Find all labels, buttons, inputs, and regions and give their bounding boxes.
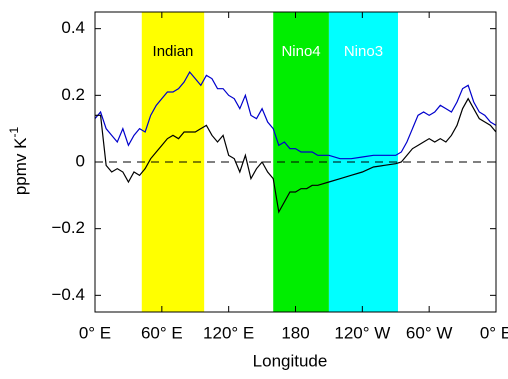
y-tick-label: 0.4 xyxy=(61,18,85,37)
x-tick-label: 0° E xyxy=(79,323,111,342)
y-tick-label: 0 xyxy=(76,151,85,170)
region-label: Nino4 xyxy=(281,43,320,60)
y-tick-label: −0.2 xyxy=(51,218,85,237)
y-tick-label: 0.2 xyxy=(61,85,85,104)
data-line xyxy=(95,97,497,214)
x-tick-label: 60° E xyxy=(141,323,183,342)
x-tick-label: 120° W xyxy=(334,323,390,342)
y-axis-label: ppmv K-1 xyxy=(7,127,30,196)
region-label: Indian xyxy=(153,43,194,60)
region-label: Nino3 xyxy=(344,43,383,60)
y-tick-label: −0.4 xyxy=(51,285,85,304)
y-axis-label-sup: -1 xyxy=(7,127,21,138)
data-line xyxy=(94,70,497,160)
x-tick-label: 180 xyxy=(281,323,309,342)
x-axis-label: Longitude xyxy=(253,351,328,370)
x-tick-label: 120° E xyxy=(203,323,254,342)
y-axis-label-main: ppmv K xyxy=(11,137,30,195)
x-tick-label: 60° W xyxy=(406,323,452,342)
x-tick-label: 0° E xyxy=(480,323,508,342)
